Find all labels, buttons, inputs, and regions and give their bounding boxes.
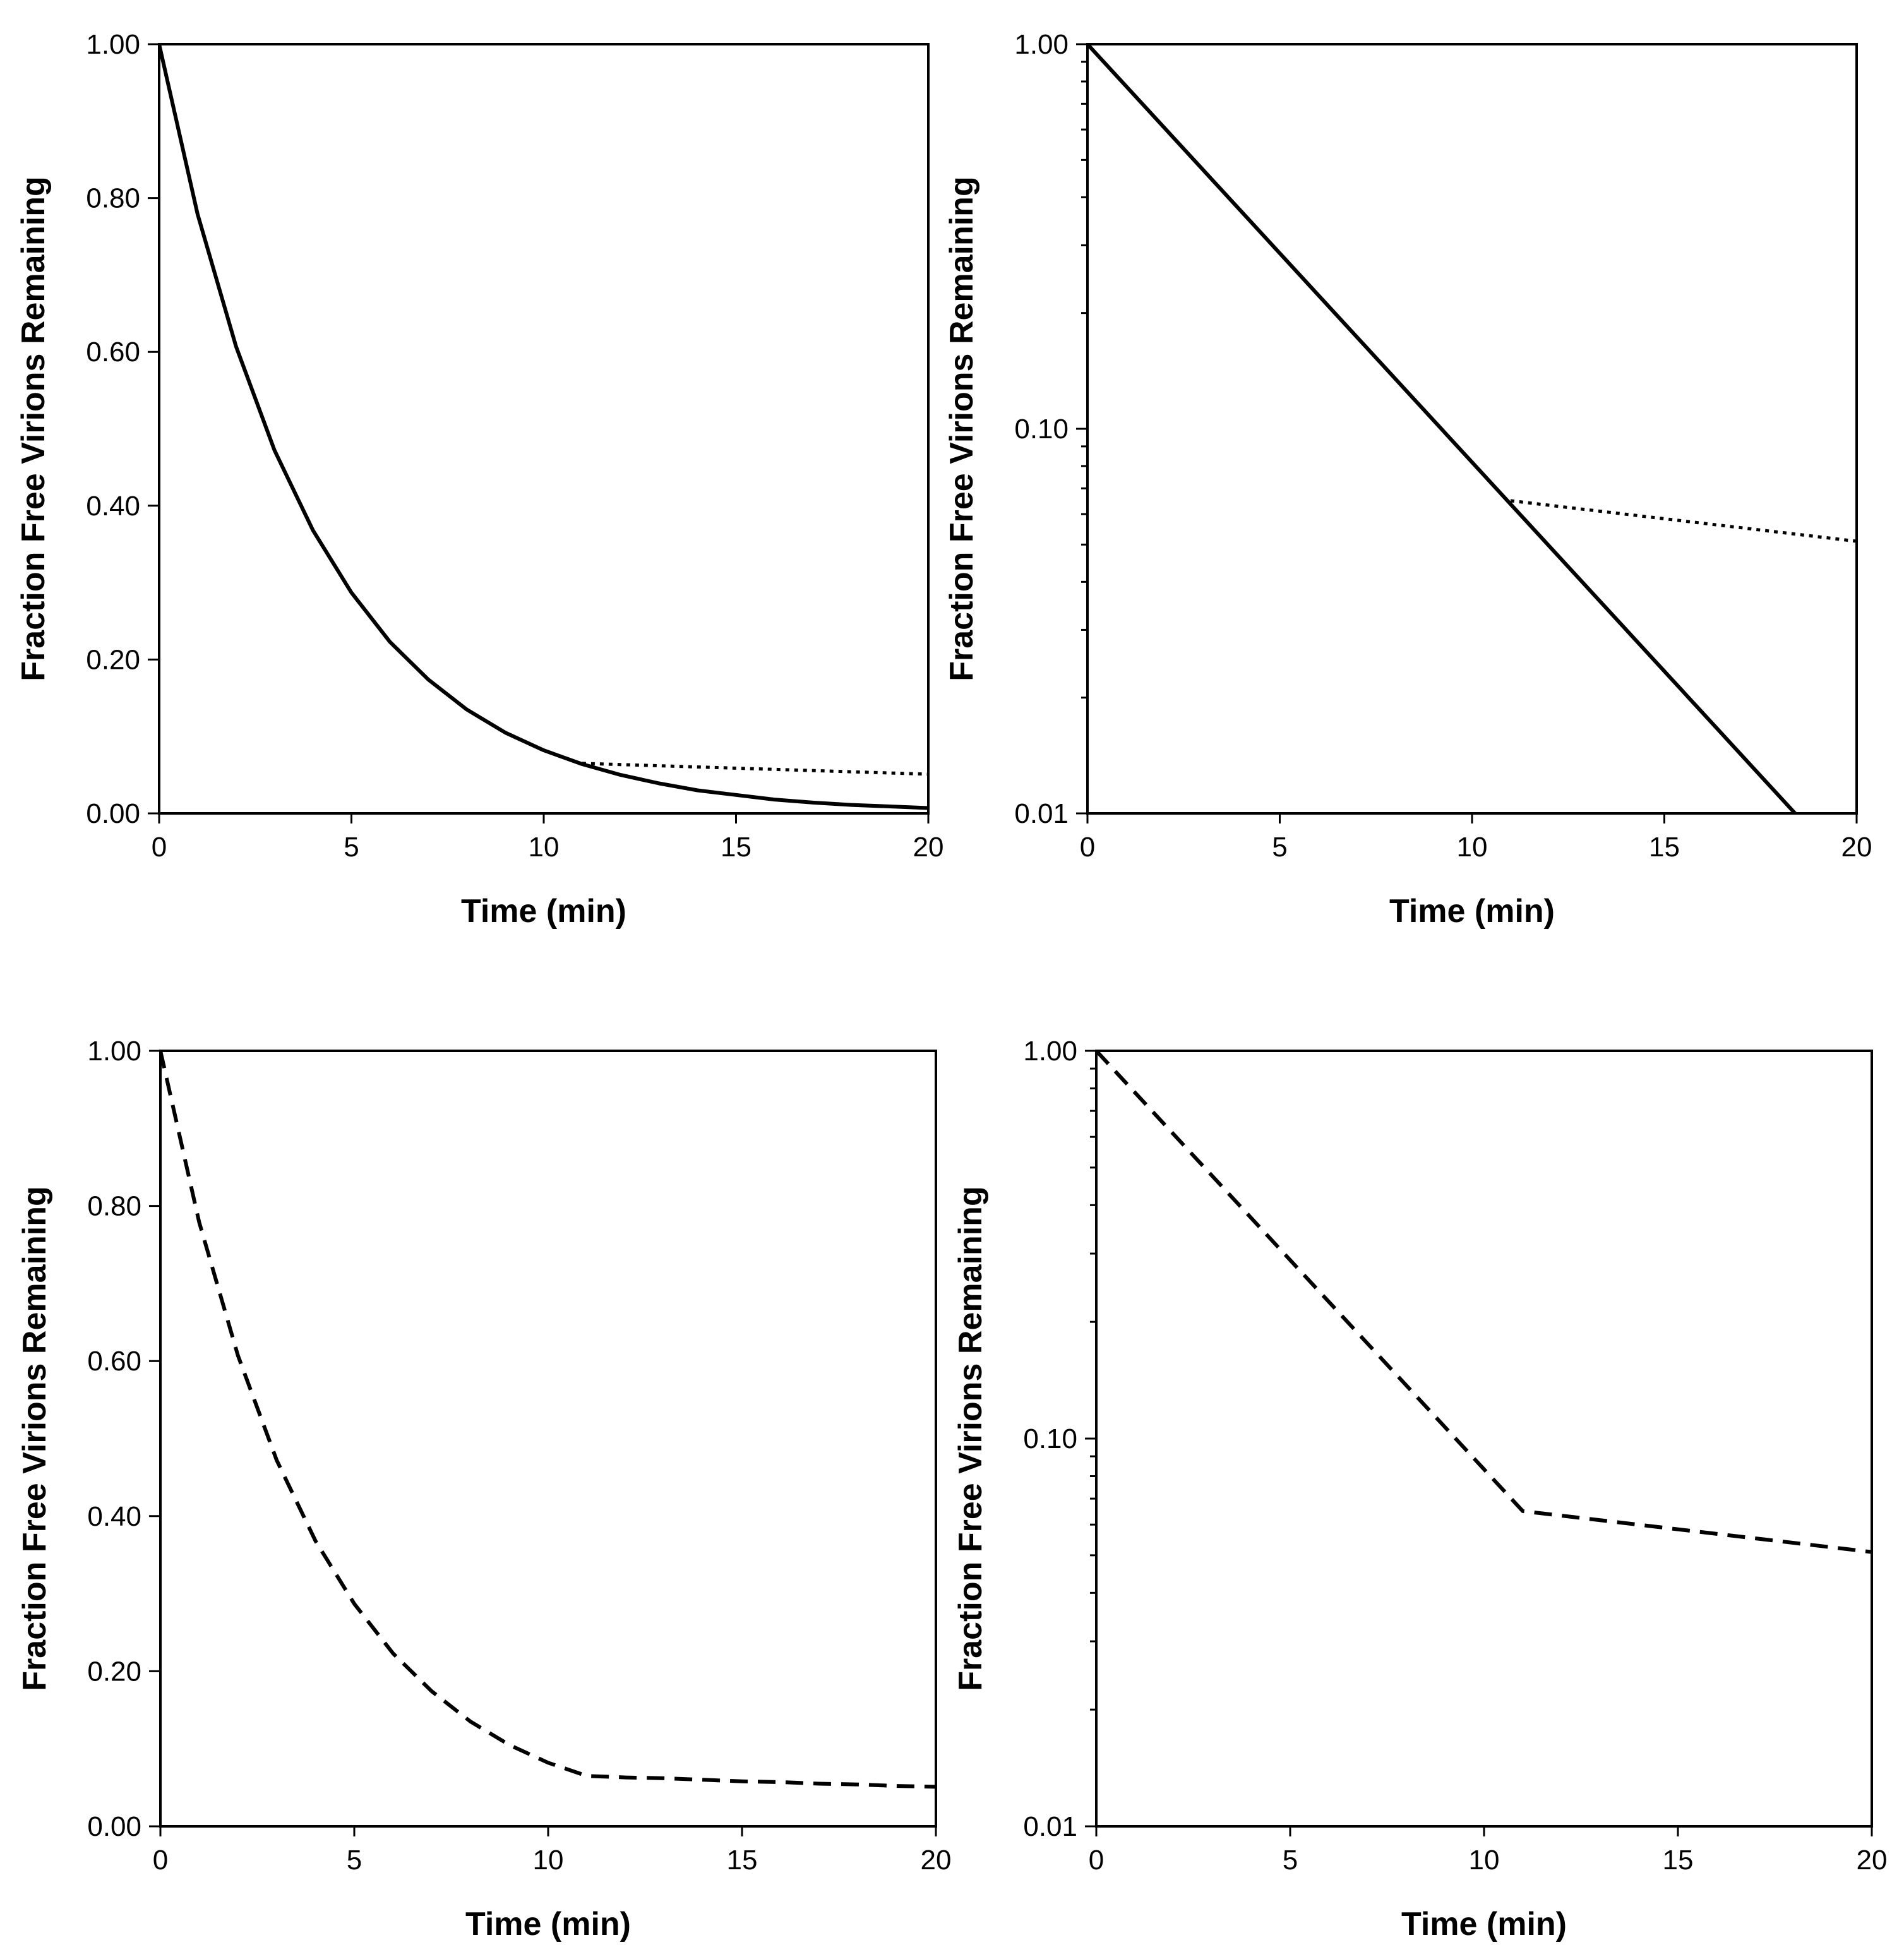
series-biphasic-line bbox=[1096, 1051, 1872, 1554]
series-single-exponential-line bbox=[159, 44, 928, 810]
x-tick-label: 15 bbox=[1649, 832, 1680, 863]
y-tick-label: 0.60 bbox=[87, 1346, 141, 1377]
x-tick-label: 5 bbox=[344, 832, 359, 863]
y-tick-label: 0.40 bbox=[87, 1501, 141, 1532]
x-axis-title: Time (min) bbox=[1389, 893, 1555, 930]
y-tick-label: 0.20 bbox=[87, 1656, 141, 1687]
x-tick-label: 10 bbox=[1469, 1845, 1500, 1876]
panel-bottom-left: 0 5 10 15 20 0.00 0.20 0.40 0.60 0.80 1.00 Time (mi… bbox=[16, 1036, 951, 1943]
y-axis-title: Fraction Free Virions Remaining bbox=[15, 176, 52, 681]
x-axis-title: Time (min) bbox=[465, 1906, 631, 1943]
x-tick-label: 20 bbox=[921, 1845, 952, 1876]
x-tick-label: 5 bbox=[1272, 832, 1287, 863]
y-axis-title: Fraction Free Virions Remaining bbox=[16, 1186, 53, 1691]
x-tick-label: 5 bbox=[347, 1845, 362, 1876]
y-tick-label: 1.00 bbox=[86, 29, 140, 60]
y-axis-title: Fraction Free Virions Remaining bbox=[943, 176, 980, 681]
x-axis-title: Time (min) bbox=[461, 893, 626, 930]
series-after-binding-line bbox=[1510, 499, 1857, 543]
series-after-binding-line bbox=[582, 762, 928, 776]
y-tick-label: 1.00 bbox=[1023, 1036, 1077, 1067]
x-tick-label: 15 bbox=[727, 1845, 758, 1876]
panel-top-right: 0 5 10 15 20 0.01 0.10 1.00 Time (min) Fraction F… bbox=[943, 29, 1872, 930]
x-tick-label: 0 bbox=[152, 832, 167, 863]
x-tick-label: 15 bbox=[1663, 1845, 1694, 1876]
x-tick-label: 10 bbox=[533, 1845, 564, 1876]
y-tick-label: 0.80 bbox=[87, 1191, 141, 1222]
y-tick-label: 0.40 bbox=[86, 491, 140, 522]
y-tick-label: 0.20 bbox=[86, 644, 140, 675]
x-tick-label: 20 bbox=[1857, 1845, 1888, 1876]
x-tick-label: 10 bbox=[529, 832, 560, 863]
y-tick-label: 0.10 bbox=[1023, 1423, 1077, 1454]
x-tick-label: 0 bbox=[1089, 1845, 1104, 1876]
plot-frame bbox=[159, 1050, 937, 1828]
y-tick-label: 1.00 bbox=[87, 1036, 141, 1067]
series-biphasic-line bbox=[160, 1051, 936, 1789]
y-tick-label: 0.60 bbox=[86, 337, 140, 368]
panel-bottom-right: 0 5 10 15 20 0.01 0.10 1.00 Time (min) Fraction F… bbox=[952, 1036, 1887, 1943]
y-tick-label: 0.01 bbox=[1023, 1811, 1077, 1842]
x-tick-label: 15 bbox=[721, 832, 751, 863]
y-tick-label: 0.80 bbox=[86, 183, 140, 214]
x-tick-label: 0 bbox=[1080, 832, 1095, 863]
y-tick-label: 0.10 bbox=[1014, 414, 1069, 445]
x-tick-label: 0 bbox=[153, 1845, 168, 1876]
x-tick-label: 10 bbox=[1457, 832, 1488, 863]
y-tick-label: 1.00 bbox=[1014, 29, 1069, 60]
y-tick-label: 0.00 bbox=[86, 798, 140, 829]
x-axis-title: Time (min) bbox=[1401, 1906, 1567, 1943]
panel-top-left: 0 5 10 15 20 0.00 0.20 0.40 0.60 0.80 1.00 Time (mi… bbox=[15, 29, 943, 930]
x-tick-label: 20 bbox=[913, 832, 944, 863]
plot-frame bbox=[158, 43, 930, 815]
y-tick-label: 0.00 bbox=[87, 1811, 141, 1842]
y-tick-label: 0.01 bbox=[1014, 798, 1069, 829]
x-tick-label: 20 bbox=[1841, 832, 1872, 863]
x-tick-label: 5 bbox=[1283, 1845, 1298, 1876]
plot-frame bbox=[1086, 43, 1858, 815]
y-axis-title: Fraction Free Virions Remaining bbox=[952, 1186, 989, 1691]
series-single-exponential-line bbox=[1087, 44, 1797, 813]
plot-frame bbox=[1095, 1050, 1873, 1828]
